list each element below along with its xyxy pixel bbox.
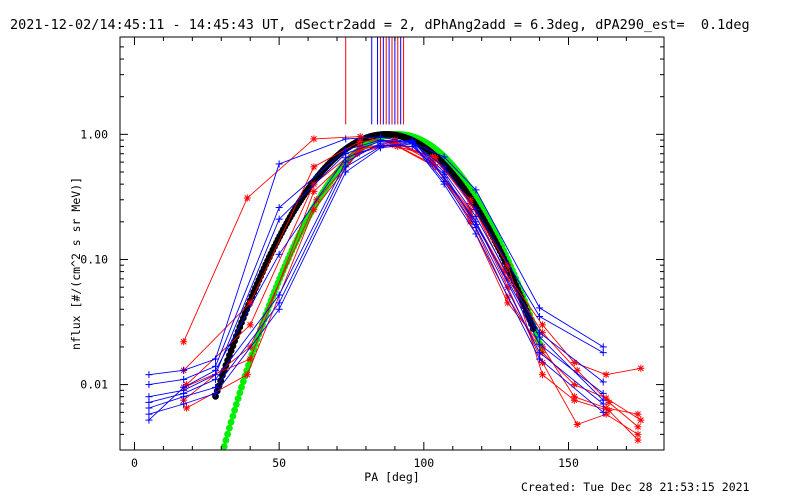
data-point xyxy=(472,221,480,229)
x-tick-label: 0 xyxy=(131,456,138,470)
data-point xyxy=(536,333,544,341)
series-line-12 xyxy=(148,144,604,421)
series-line-8 xyxy=(148,140,604,398)
data-point xyxy=(637,364,645,372)
data-point xyxy=(472,186,480,194)
y-tick-label: 0.10 xyxy=(80,252,108,266)
data-point xyxy=(180,338,188,346)
data-point xyxy=(183,404,191,412)
data-point xyxy=(275,305,283,313)
data-point xyxy=(599,396,607,404)
data-point xyxy=(180,375,188,383)
data-point xyxy=(275,299,283,307)
data-point xyxy=(440,170,448,178)
data-point xyxy=(440,153,448,161)
data-point xyxy=(605,407,613,415)
data-point xyxy=(275,291,283,299)
data-point xyxy=(570,396,578,404)
data-point xyxy=(599,378,607,386)
data-point xyxy=(538,359,546,367)
data-point xyxy=(573,420,581,428)
data-series xyxy=(145,133,645,444)
data-point xyxy=(342,168,350,176)
data-point xyxy=(599,408,607,416)
data-point xyxy=(310,187,318,195)
data-point xyxy=(211,375,219,383)
data-point xyxy=(246,321,254,329)
data-point xyxy=(440,180,448,188)
series-line-3 xyxy=(183,140,642,421)
data-point xyxy=(342,154,350,162)
data-point xyxy=(243,194,251,202)
data-point xyxy=(466,200,474,208)
data-point xyxy=(180,383,188,391)
y-tick-label: 1.00 xyxy=(80,127,108,141)
y-axis-label: nflux [#/(cm^2 s sr MeV)] xyxy=(69,177,83,350)
data-point xyxy=(246,355,254,363)
data-point xyxy=(408,142,416,150)
data-point xyxy=(599,389,607,397)
x-tick-label: 150 xyxy=(558,456,579,470)
x-axis-label: PA [deg] xyxy=(364,470,419,484)
data-point xyxy=(211,355,219,363)
data-point xyxy=(538,371,546,379)
data-point xyxy=(634,423,642,431)
data-point xyxy=(536,340,544,348)
fit-curves xyxy=(212,131,546,450)
data-point xyxy=(145,381,153,389)
data-point xyxy=(376,141,384,149)
data-point xyxy=(180,400,188,408)
data-point xyxy=(634,436,642,444)
data-point xyxy=(275,250,283,258)
data-point xyxy=(243,371,251,379)
data-point xyxy=(310,206,318,214)
fit-curve-black xyxy=(212,131,537,400)
data-point xyxy=(310,163,318,171)
data-point xyxy=(634,410,642,418)
y-tick-label: 0.01 xyxy=(80,378,108,392)
data-point xyxy=(538,321,546,329)
created-timestamp: Created: Tue Dec 28 21:53:15 2021 xyxy=(521,480,750,494)
data-point xyxy=(145,410,153,418)
data-point xyxy=(145,371,153,379)
plot-frame xyxy=(119,36,665,451)
data-point xyxy=(145,404,153,412)
data-point xyxy=(145,416,153,424)
vertical-markers xyxy=(345,37,405,125)
data-point xyxy=(342,135,350,143)
data-point xyxy=(536,355,544,363)
data-point xyxy=(275,160,283,168)
data-point xyxy=(180,366,188,374)
data-point xyxy=(599,349,607,357)
data-point xyxy=(472,230,480,238)
chart-title: 2021-12-02/14:45:11 - 14:45:43 UT, dSect… xyxy=(10,17,750,33)
data-point xyxy=(536,349,544,357)
data-point xyxy=(275,204,283,212)
series-line-7 xyxy=(148,139,604,386)
data-point xyxy=(605,398,613,406)
data-point xyxy=(310,135,318,143)
data-point xyxy=(275,215,283,223)
data-point xyxy=(472,206,480,214)
data-point xyxy=(180,393,188,401)
data-point xyxy=(637,416,645,424)
x-tick-label: 50 xyxy=(272,456,286,470)
series-line-1 xyxy=(183,139,639,415)
data-point xyxy=(211,366,219,374)
data-point xyxy=(536,313,544,321)
data-point xyxy=(211,383,219,391)
x-tick-label: 100 xyxy=(413,456,434,470)
data-point xyxy=(536,304,544,312)
data-point xyxy=(211,389,219,397)
data-point xyxy=(310,180,318,188)
axes: 0 50 100 150 0.01 0.10 1.00 PA [deg] nflux [#/(c… xyxy=(69,36,665,484)
data-point xyxy=(602,371,610,379)
